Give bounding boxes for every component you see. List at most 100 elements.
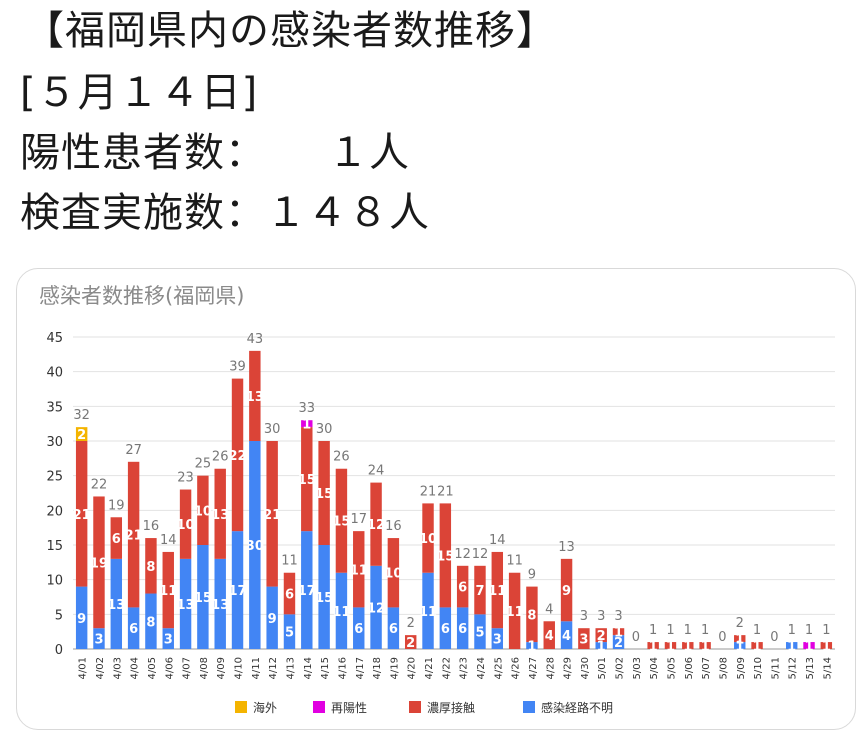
x-tick-label: 5/14 xyxy=(822,657,833,679)
segment-label: 1 xyxy=(822,640,831,655)
total-label: 16 xyxy=(385,519,402,534)
total-label: 1 xyxy=(649,623,657,638)
bar-segment xyxy=(422,503,434,573)
total-label: 21 xyxy=(437,484,454,499)
x-tick-label: 5/09 xyxy=(736,657,747,679)
bar-segment xyxy=(439,503,452,608)
y-tick-label: 35 xyxy=(46,400,63,415)
total-label: 27 xyxy=(125,443,142,458)
bar-segment xyxy=(335,572,348,649)
segment-label: 1 xyxy=(649,640,658,655)
bar-segment xyxy=(318,441,330,545)
segment-label: 8 xyxy=(146,560,155,575)
bar-segment xyxy=(734,635,746,643)
bar-segment xyxy=(179,558,192,649)
bar-segment xyxy=(283,614,296,649)
total-label: 1 xyxy=(684,623,692,638)
segment-label: 12 xyxy=(367,601,385,616)
segment-label: 6 xyxy=(389,622,398,637)
segment-label: 11 xyxy=(506,605,524,620)
segment-label: 17 xyxy=(298,584,316,599)
segment-label: 9 xyxy=(77,612,86,627)
segment-label: 15 xyxy=(315,591,333,606)
y-tick-label: 30 xyxy=(46,435,63,450)
bar-segment xyxy=(318,545,330,649)
y-tick-label: 25 xyxy=(46,470,63,485)
bar-segment xyxy=(301,420,313,428)
bar-segment xyxy=(197,545,209,649)
x-tick-label: 4/29 xyxy=(563,657,574,679)
bar-segment xyxy=(353,531,365,608)
bar-segment xyxy=(387,607,400,649)
segment-label: 9 xyxy=(268,612,277,627)
x-tick-label: 4/19 xyxy=(389,657,400,679)
segment-label: 13 xyxy=(211,598,229,613)
segment-label: 15 xyxy=(436,549,454,564)
y-tick-label: 20 xyxy=(46,504,63,519)
legend-label: 感染経路不明 xyxy=(541,700,613,715)
bar-segment xyxy=(266,441,278,587)
bar-segment xyxy=(387,538,400,608)
segment-label: 10 xyxy=(177,518,195,533)
segment-label: 1 xyxy=(666,640,675,655)
bar-segment xyxy=(231,378,244,532)
segment-label: 11 xyxy=(488,584,506,599)
segment-label: 1 xyxy=(302,418,311,433)
segment-label: 15 xyxy=(332,515,350,530)
bar-segment xyxy=(370,565,382,649)
legend-swatch xyxy=(313,701,325,713)
total-label: 1 xyxy=(788,623,796,638)
bar-segment xyxy=(93,496,105,629)
bar-segment xyxy=(75,441,88,587)
segment-label: 1 xyxy=(614,626,623,641)
chart-card: 感染者数推移(福岡県) 0 5 10 15 20 25 30 35 40 45 9 21 2 32 3 19… xyxy=(16,268,856,730)
bar-segment xyxy=(595,642,607,649)
total-label: 24 xyxy=(368,464,385,479)
x-tick-label: 5/10 xyxy=(753,657,764,679)
x-tick-label: 5/12 xyxy=(788,657,799,679)
segment-label: 3 xyxy=(493,633,502,648)
x-tick-label: 4/30 xyxy=(580,657,591,679)
x-tick-label: 5/08 xyxy=(718,657,729,679)
total-label: 26 xyxy=(333,450,350,465)
total-label: 17 xyxy=(350,512,367,527)
x-tick-label: 4/04 xyxy=(130,657,141,679)
segment-label: 1 xyxy=(597,640,606,655)
x-tick-label: 4/11 xyxy=(251,657,262,679)
x-tick-label: 4/03 xyxy=(112,657,123,679)
total-label: 14 xyxy=(489,533,506,548)
bar-segment xyxy=(560,621,573,649)
x-tick-label: 5/03 xyxy=(632,657,643,679)
segment-label: 13 xyxy=(107,598,125,613)
x-tick-label: 4/18 xyxy=(372,657,383,679)
total-label: 2 xyxy=(407,616,415,631)
segment-label: 8 xyxy=(527,608,536,623)
segment-label: 8 xyxy=(146,615,155,630)
segment-label: 5 xyxy=(475,626,484,641)
total-label: 11 xyxy=(506,554,523,569)
segment-label: 5 xyxy=(285,626,294,641)
x-tick-label: 4/01 xyxy=(78,657,89,679)
bar-segment xyxy=(197,475,209,545)
segment-label: 10 xyxy=(384,567,402,582)
bar-segment xyxy=(526,642,538,649)
x-tick-label: 4/22 xyxy=(441,657,452,679)
x-tick-label: 5/07 xyxy=(701,657,712,679)
y-tick-label: 40 xyxy=(46,366,63,381)
y-tick-label: 45 xyxy=(46,331,63,346)
x-tick-label: 4/27 xyxy=(528,657,539,679)
y-tick-label: 5 xyxy=(55,608,63,623)
segment-label: 13 xyxy=(211,508,229,523)
segment-label: 3 xyxy=(94,633,103,648)
segment-label: 1 xyxy=(753,640,762,655)
bar-segment xyxy=(439,607,452,649)
segment-label: 6 xyxy=(458,622,467,637)
bar-segment xyxy=(682,642,694,649)
segment-label: 2 xyxy=(597,629,606,644)
segment-label: 13 xyxy=(177,598,195,613)
x-tick-label: 4/15 xyxy=(320,657,331,679)
bar-segment xyxy=(664,642,677,649)
legend-swatch xyxy=(523,701,535,713)
bar-segment xyxy=(595,628,607,643)
